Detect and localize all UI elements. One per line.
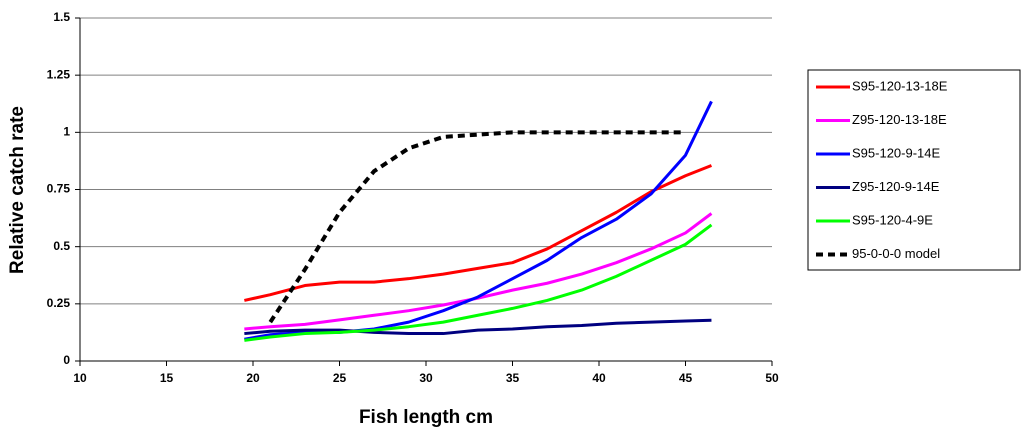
y-tick-label: 1.25 [47,67,71,81]
x-tick-label: 45 [679,371,693,385]
y-tick-label: 0.25 [47,296,71,310]
y-tick-label: 1.5 [53,10,70,24]
y-axis-title: Relative catch rate [7,106,28,274]
series-line [244,164,713,302]
x-axis-title: Fish length cm [359,407,493,428]
x-tick-label: 20 [246,371,260,385]
legend-label: S95-120-4-9E [852,212,933,227]
legend-label: 95-0-0-0 model [852,246,940,261]
x-tick-label: 25 [333,371,347,385]
x-tick-label: 35 [506,371,520,385]
legend-box [807,69,1021,271]
series-line [268,130,686,324]
y-tick-label: 1 [63,125,70,139]
legend-label: Z95-120-13-18E [852,112,947,127]
series-line [244,212,713,331]
series-line [244,223,713,342]
legend-label: S95-120-13-18E [852,78,948,93]
legend-label: S95-120-9-14E [852,145,940,160]
series-line [244,318,712,336]
x-tick-label: 30 [419,371,433,385]
y-tick-label: 0.5 [53,239,70,253]
legend-label: Z95-120-9-14E [852,179,940,194]
x-tick-label: 40 [592,371,606,385]
y-tick-label: 0 [63,353,70,367]
x-tick-label: 15 [160,371,174,385]
x-tick-label: 50 [765,371,779,385]
x-tick-label: 10 [73,371,87,385]
y-tick-label: 0.75 [47,182,71,196]
